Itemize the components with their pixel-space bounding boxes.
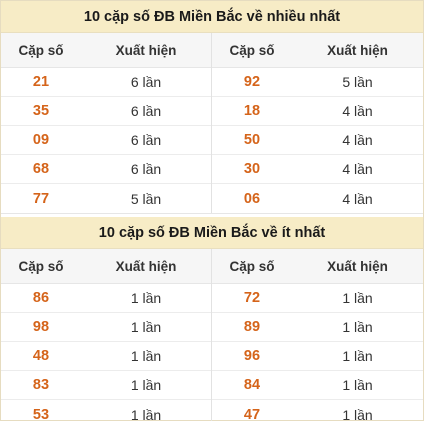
- header-appearance: Xuất hiện: [327, 42, 388, 58]
- most-frequent-tables: Cặp số Xuất hiện 21 6 lần 35 6 lần 09 6 …: [1, 33, 423, 213]
- table-row: 77 5 lần: [1, 184, 211, 213]
- most-frequent-right-table: Cặp số Xuất hiện 92 5 lần 18 4 lần 50 4 …: [212, 33, 423, 213]
- table-row: 09 6 lần: [1, 126, 211, 155]
- table-row: 68 6 lần: [1, 155, 211, 184]
- appearance-count: 5 lần: [342, 74, 373, 90]
- appearance-count: 1 lần: [342, 348, 373, 364]
- section-divider: [1, 213, 423, 217]
- appearance-count: 1 lần: [342, 290, 373, 306]
- pair-number: 96: [243, 348, 261, 364]
- pair-number: 06: [243, 190, 261, 207]
- appearance-count: 1 lần: [130, 377, 162, 393]
- pair-number: 50: [243, 132, 261, 148]
- most-frequent-left-table: Cặp số Xuất hiện 21 6 lần 35 6 lần 09 6 …: [1, 33, 212, 213]
- table-row: 53 1 lần: [1, 400, 211, 421]
- pair-number: 77: [32, 190, 50, 207]
- table-row: 18 4 lần: [212, 97, 423, 126]
- table-row: 92 5 lần: [212, 68, 423, 97]
- least-frequent-tables: Cặp số Xuất hiện 86 1 lần 98 1 lần 48 1 …: [1, 249, 423, 421]
- table-row: 86 1 lần: [1, 284, 211, 313]
- appearance-count: 1 lần: [130, 406, 162, 421]
- table-row: 50 4 lần: [212, 126, 423, 155]
- pair-number: 30: [243, 161, 261, 177]
- appearance-count: 1 lần: [342, 319, 373, 335]
- pair-number: 98: [32, 319, 50, 335]
- pair-number: 18: [243, 103, 261, 119]
- appearance-count: 6 lần: [130, 132, 162, 148]
- appearance-count: 4 lần: [342, 161, 373, 177]
- header-appearance: Xuất hiện: [327, 258, 388, 274]
- appearance-count: 5 lần: [130, 190, 162, 207]
- header-pair: Cặp số: [229, 258, 275, 274]
- appearance-count: 1 lần: [130, 319, 162, 335]
- appearance-count: 6 lần: [130, 161, 162, 177]
- table-row: 83 1 lần: [1, 371, 211, 400]
- table-header: Cặp số Xuất hiện: [212, 33, 423, 68]
- table-row: 48 1 lần: [1, 342, 211, 371]
- table-row: 96 1 lần: [212, 342, 423, 371]
- pair-number: 86: [32, 290, 50, 306]
- appearance-count: 1 lần: [130, 290, 162, 306]
- table-header: Cặp số Xuất hiện: [1, 249, 211, 284]
- appearance-count: 1 lần: [342, 377, 373, 393]
- pair-number: 35: [32, 103, 50, 119]
- pair-number: 68: [32, 161, 50, 177]
- header-appearance: Xuất hiện: [115, 258, 177, 274]
- pair-number: 48: [32, 348, 50, 364]
- header-pair: Cặp số: [18, 42, 64, 58]
- pair-number: 72: [243, 290, 261, 306]
- least-frequent-title: 10 cặp số ĐB Miền Bắc về ít nhất: [1, 217, 423, 249]
- table-row: 47 1 lần: [212, 400, 423, 421]
- pair-number: 83: [32, 377, 50, 393]
- most-frequent-title: 10 cặp số ĐB Miền Bắc về nhiều nhất: [1, 1, 423, 33]
- table-header: Cặp số Xuất hiện: [212, 249, 423, 284]
- appearance-count: 4 lần: [342, 103, 373, 119]
- pair-number: 89: [243, 319, 261, 335]
- table-row: 35 6 lần: [1, 97, 211, 126]
- header-appearance: Xuất hiện: [115, 42, 177, 58]
- table-row: 72 1 lần: [212, 284, 423, 313]
- table-row: 30 4 lần: [212, 155, 423, 184]
- header-pair: Cặp số: [229, 42, 275, 58]
- table-row: 89 1 lần: [212, 313, 423, 342]
- appearance-count: 6 lần: [130, 103, 162, 119]
- pair-number: 21: [32, 74, 50, 90]
- appearance-count: 1 lần: [130, 348, 162, 364]
- appearance-count: 6 lần: [130, 74, 162, 90]
- pair-number: 09: [32, 132, 50, 148]
- table-row: 84 1 lần: [212, 371, 423, 400]
- table-row: 98 1 lần: [1, 313, 211, 342]
- appearance-count: 4 lần: [342, 190, 373, 207]
- table-row: 21 6 lần: [1, 68, 211, 97]
- header-pair: Cặp số: [18, 258, 64, 274]
- appearance-count: 1 lần: [342, 406, 373, 421]
- pair-number: 92: [243, 74, 261, 90]
- appearance-count: 4 lần: [342, 132, 373, 148]
- pair-number: 53: [32, 406, 50, 421]
- pair-number: 84: [243, 377, 261, 393]
- table-header: Cặp số Xuất hiện: [1, 33, 211, 68]
- table-row: 06 4 lần: [212, 184, 423, 213]
- pair-number: 47: [243, 406, 261, 421]
- least-frequent-left-table: Cặp số Xuất hiện 86 1 lần 98 1 lần 48 1 …: [1, 249, 212, 421]
- least-frequent-right-table: Cặp số Xuất hiện 72 1 lần 89 1 lần 96 1 …: [212, 249, 423, 421]
